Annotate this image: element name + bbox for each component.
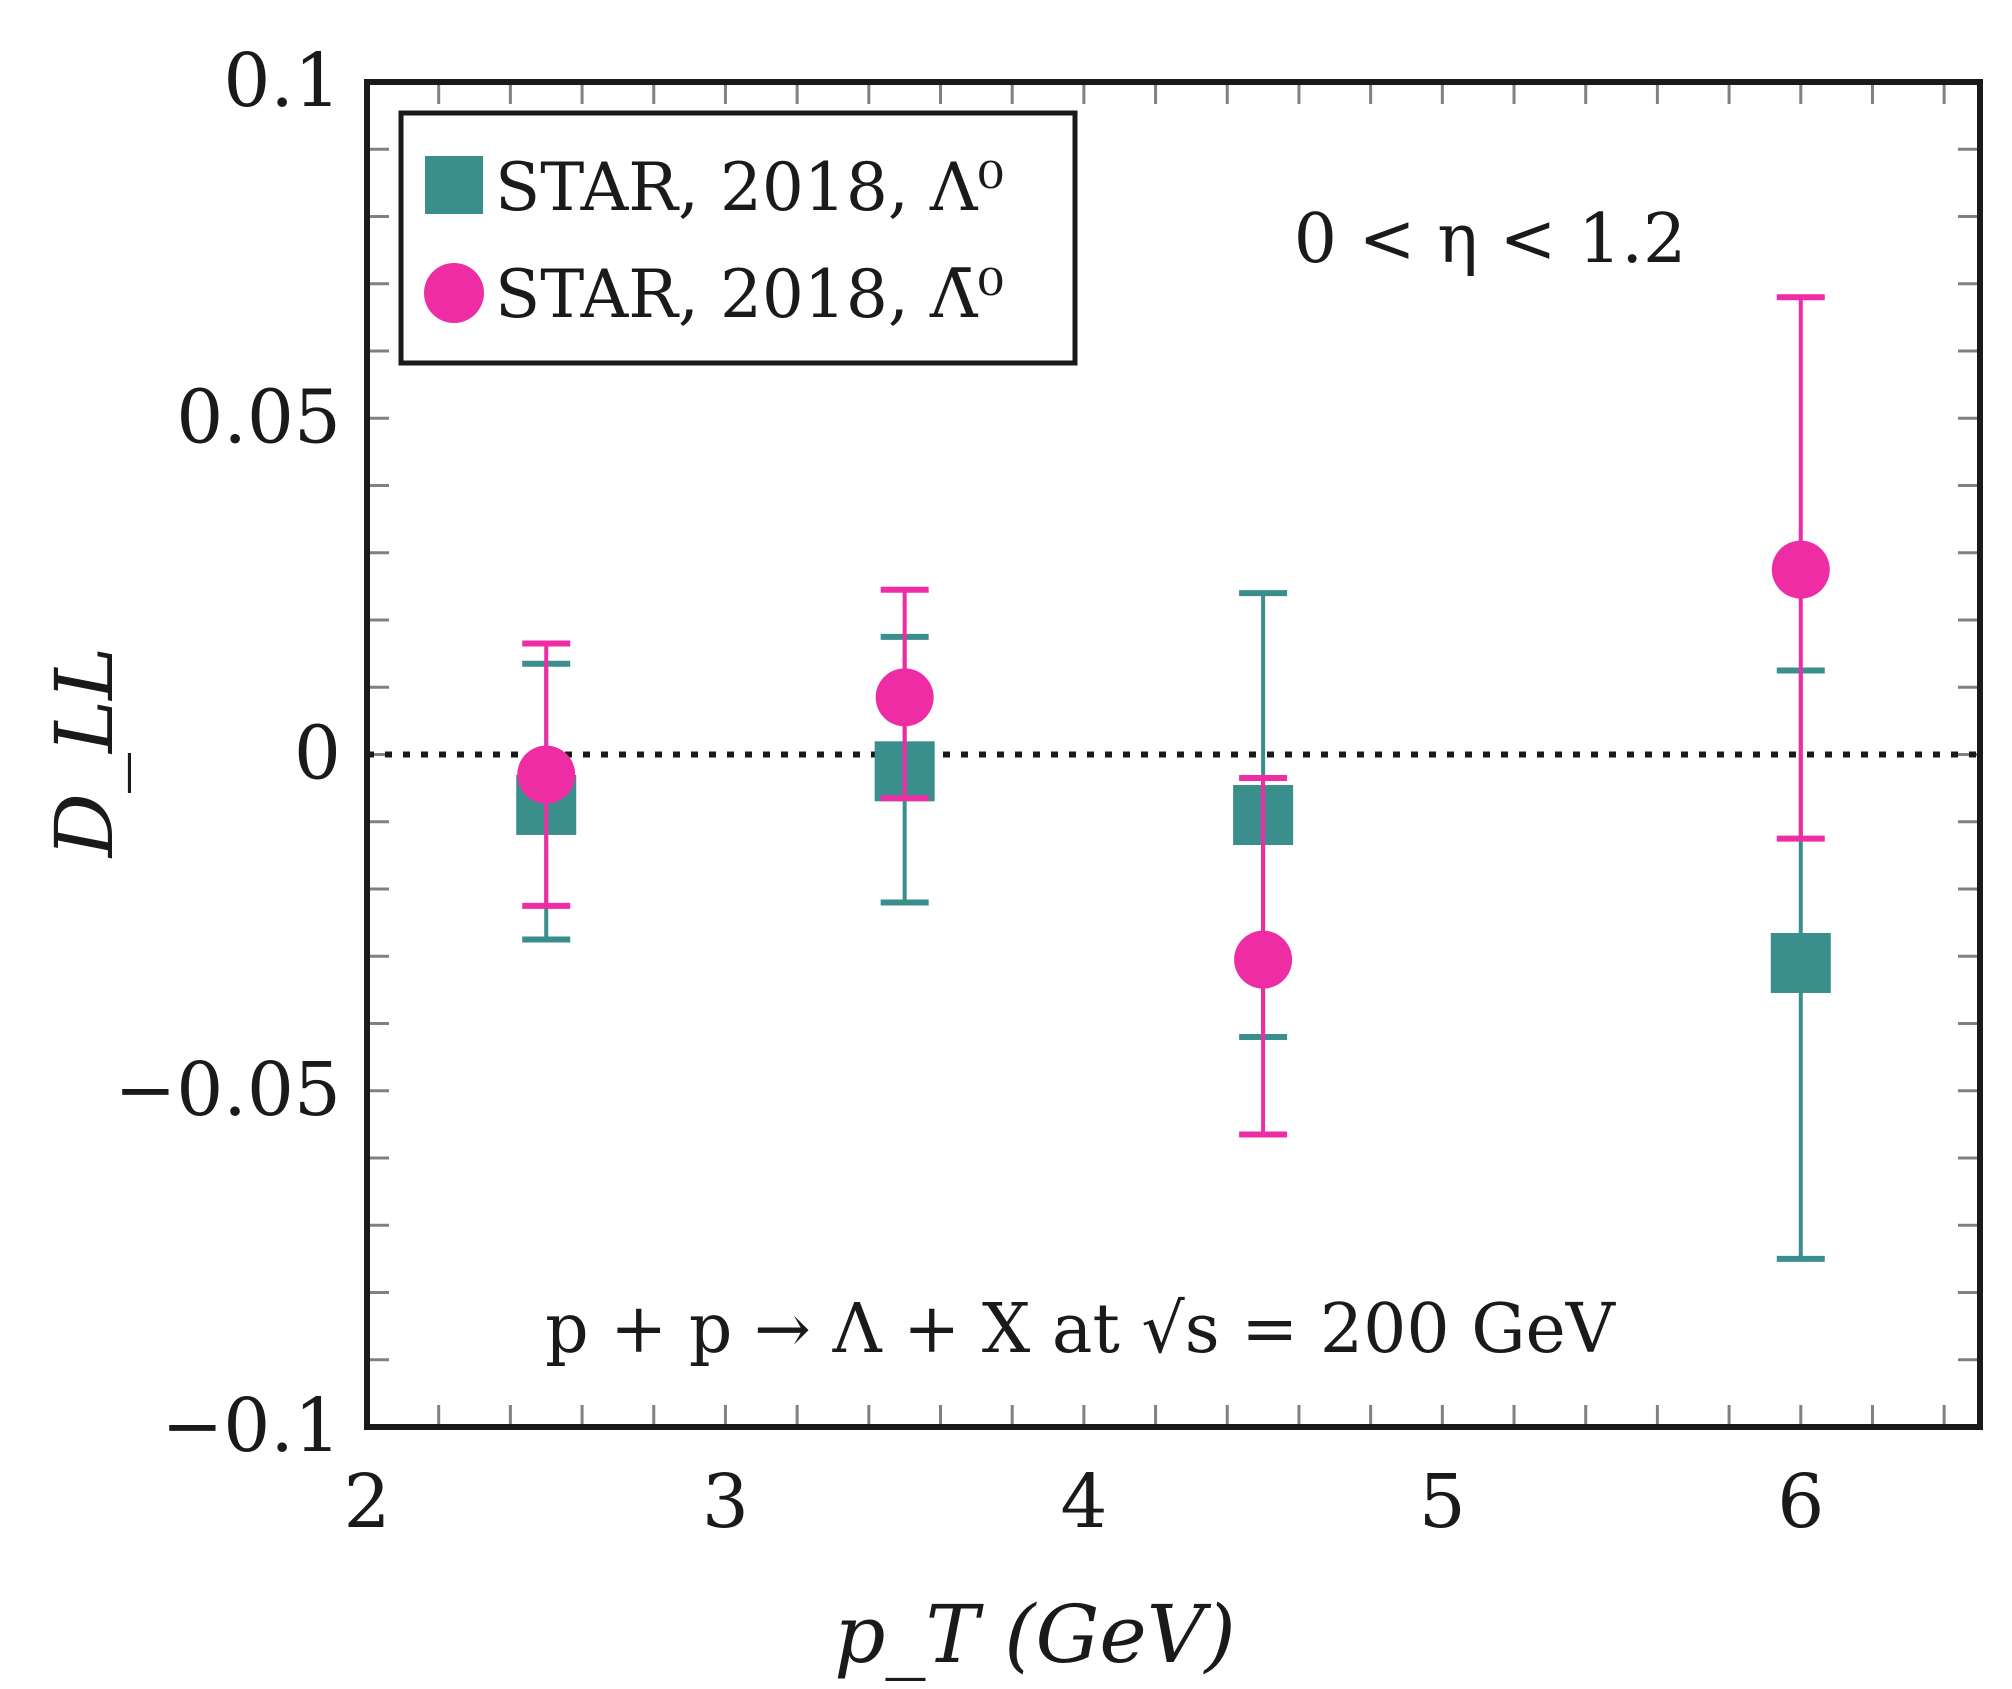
x-tick-label: 5 [1419, 1459, 1466, 1545]
x-tick-label: 2 [343, 1459, 390, 1545]
y-tick-label: −0.1 [161, 1383, 341, 1469]
y-tick-label: 0.1 [223, 38, 341, 124]
series-lambda [516, 590, 1831, 1262]
x-axis-title: p_T (GeV) [834, 1588, 1235, 1681]
series-antilambda [517, 294, 1830, 1138]
y-tick-label: −0.05 [114, 1047, 341, 1133]
plot-frame [364, 79, 1983, 1430]
data-point-square [1770, 932, 1831, 993]
eta-range-annotation: 0 < η < 1.2 [1294, 200, 1687, 279]
x-tick-label: 6 [1777, 1459, 1824, 1545]
tick-labels: 2 3 4 5 6 −0.1 −0.05 0 0.05 0.1 [114, 38, 1824, 1545]
process-annotation: p + p → Λ + X at √s = 200 GeV [545, 1290, 1617, 1369]
x-tick-label: 3 [702, 1459, 749, 1545]
legend-label-antilambda: STAR, 2018, Λ̄⁰ [495, 256, 1004, 333]
x-tick-label: 4 [1060, 1459, 1107, 1545]
data-point-circle [875, 668, 934, 727]
tick-marks [365, 80, 1980, 1429]
legend-circle-marker [424, 263, 484, 323]
y-axis-title: D_LL [38, 647, 131, 859]
legend-box [398, 110, 1078, 366]
y-tick-label: 0.05 [176, 374, 341, 460]
legend: STAR, 2018, Λ⁰ STAR, 2018, Λ̄⁰ [398, 110, 1078, 366]
y-tick-label: 0 [294, 711, 341, 797]
legend-label-lambda: STAR, 2018, Λ⁰ [495, 149, 1004, 226]
legend-square-marker [425, 156, 483, 214]
data-point-circle [1771, 540, 1830, 599]
series-layer [516, 294, 1831, 1262]
data-point-circle [1234, 930, 1293, 989]
data-point-circle [517, 745, 576, 804]
